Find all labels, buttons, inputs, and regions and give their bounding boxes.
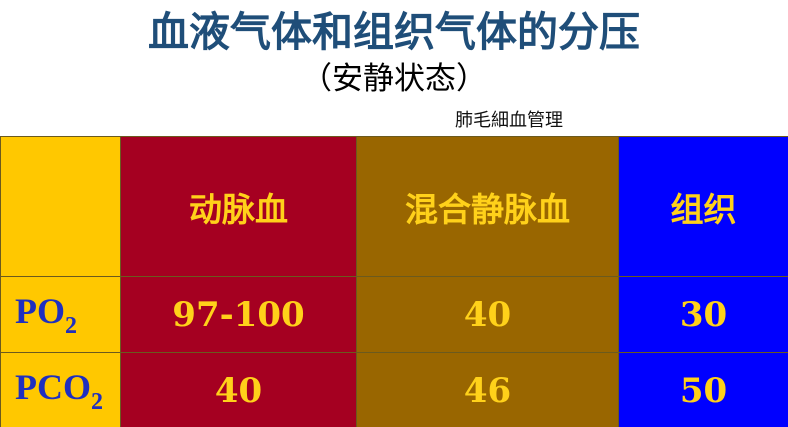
cell-pco2-arterial: 40 [120, 352, 357, 427]
header-mixed-venous-blood: 混合静脉血 [356, 136, 619, 277]
cell-po2-arterial: 97-100 [120, 276, 357, 353]
annotation-note: 肺毛細血管理 [455, 110, 563, 131]
cell-pco2-tissue: 50 [618, 352, 788, 427]
cell-po2-venous: 40 [356, 276, 619, 353]
partial-pressure-table: 动脉血 混合静脉血 组织 PO2 97-100 40 30 PCO2 40 46… [0, 136, 788, 427]
page-title: 血液气体和组织气体的分压 [148, 8, 640, 56]
page-subtitle: （安静状态） [301, 61, 487, 97]
header-arterial-blood: 动脉血 [120, 136, 357, 277]
table-row-po2: PO2 97-100 40 30 [0, 276, 788, 353]
row-label-main: PCO [15, 366, 91, 407]
cell-pco2-venous: 46 [356, 352, 619, 427]
row-label-main: PO [15, 290, 65, 331]
table-row-pco2: PCO2 40 46 50 [0, 352, 788, 427]
row-label-subscript: 2 [65, 312, 77, 339]
header-tissue: 组织 [618, 136, 788, 277]
header-empty-cell [0, 136, 121, 277]
cell-po2-tissue: 30 [618, 276, 788, 353]
row-label-subscript: 2 [91, 388, 103, 415]
row-label-po2: PO2 [0, 276, 121, 353]
table-header-row: 动脉血 混合静脉血 组织 [0, 136, 788, 277]
row-label-pco2: PCO2 [0, 352, 121, 427]
